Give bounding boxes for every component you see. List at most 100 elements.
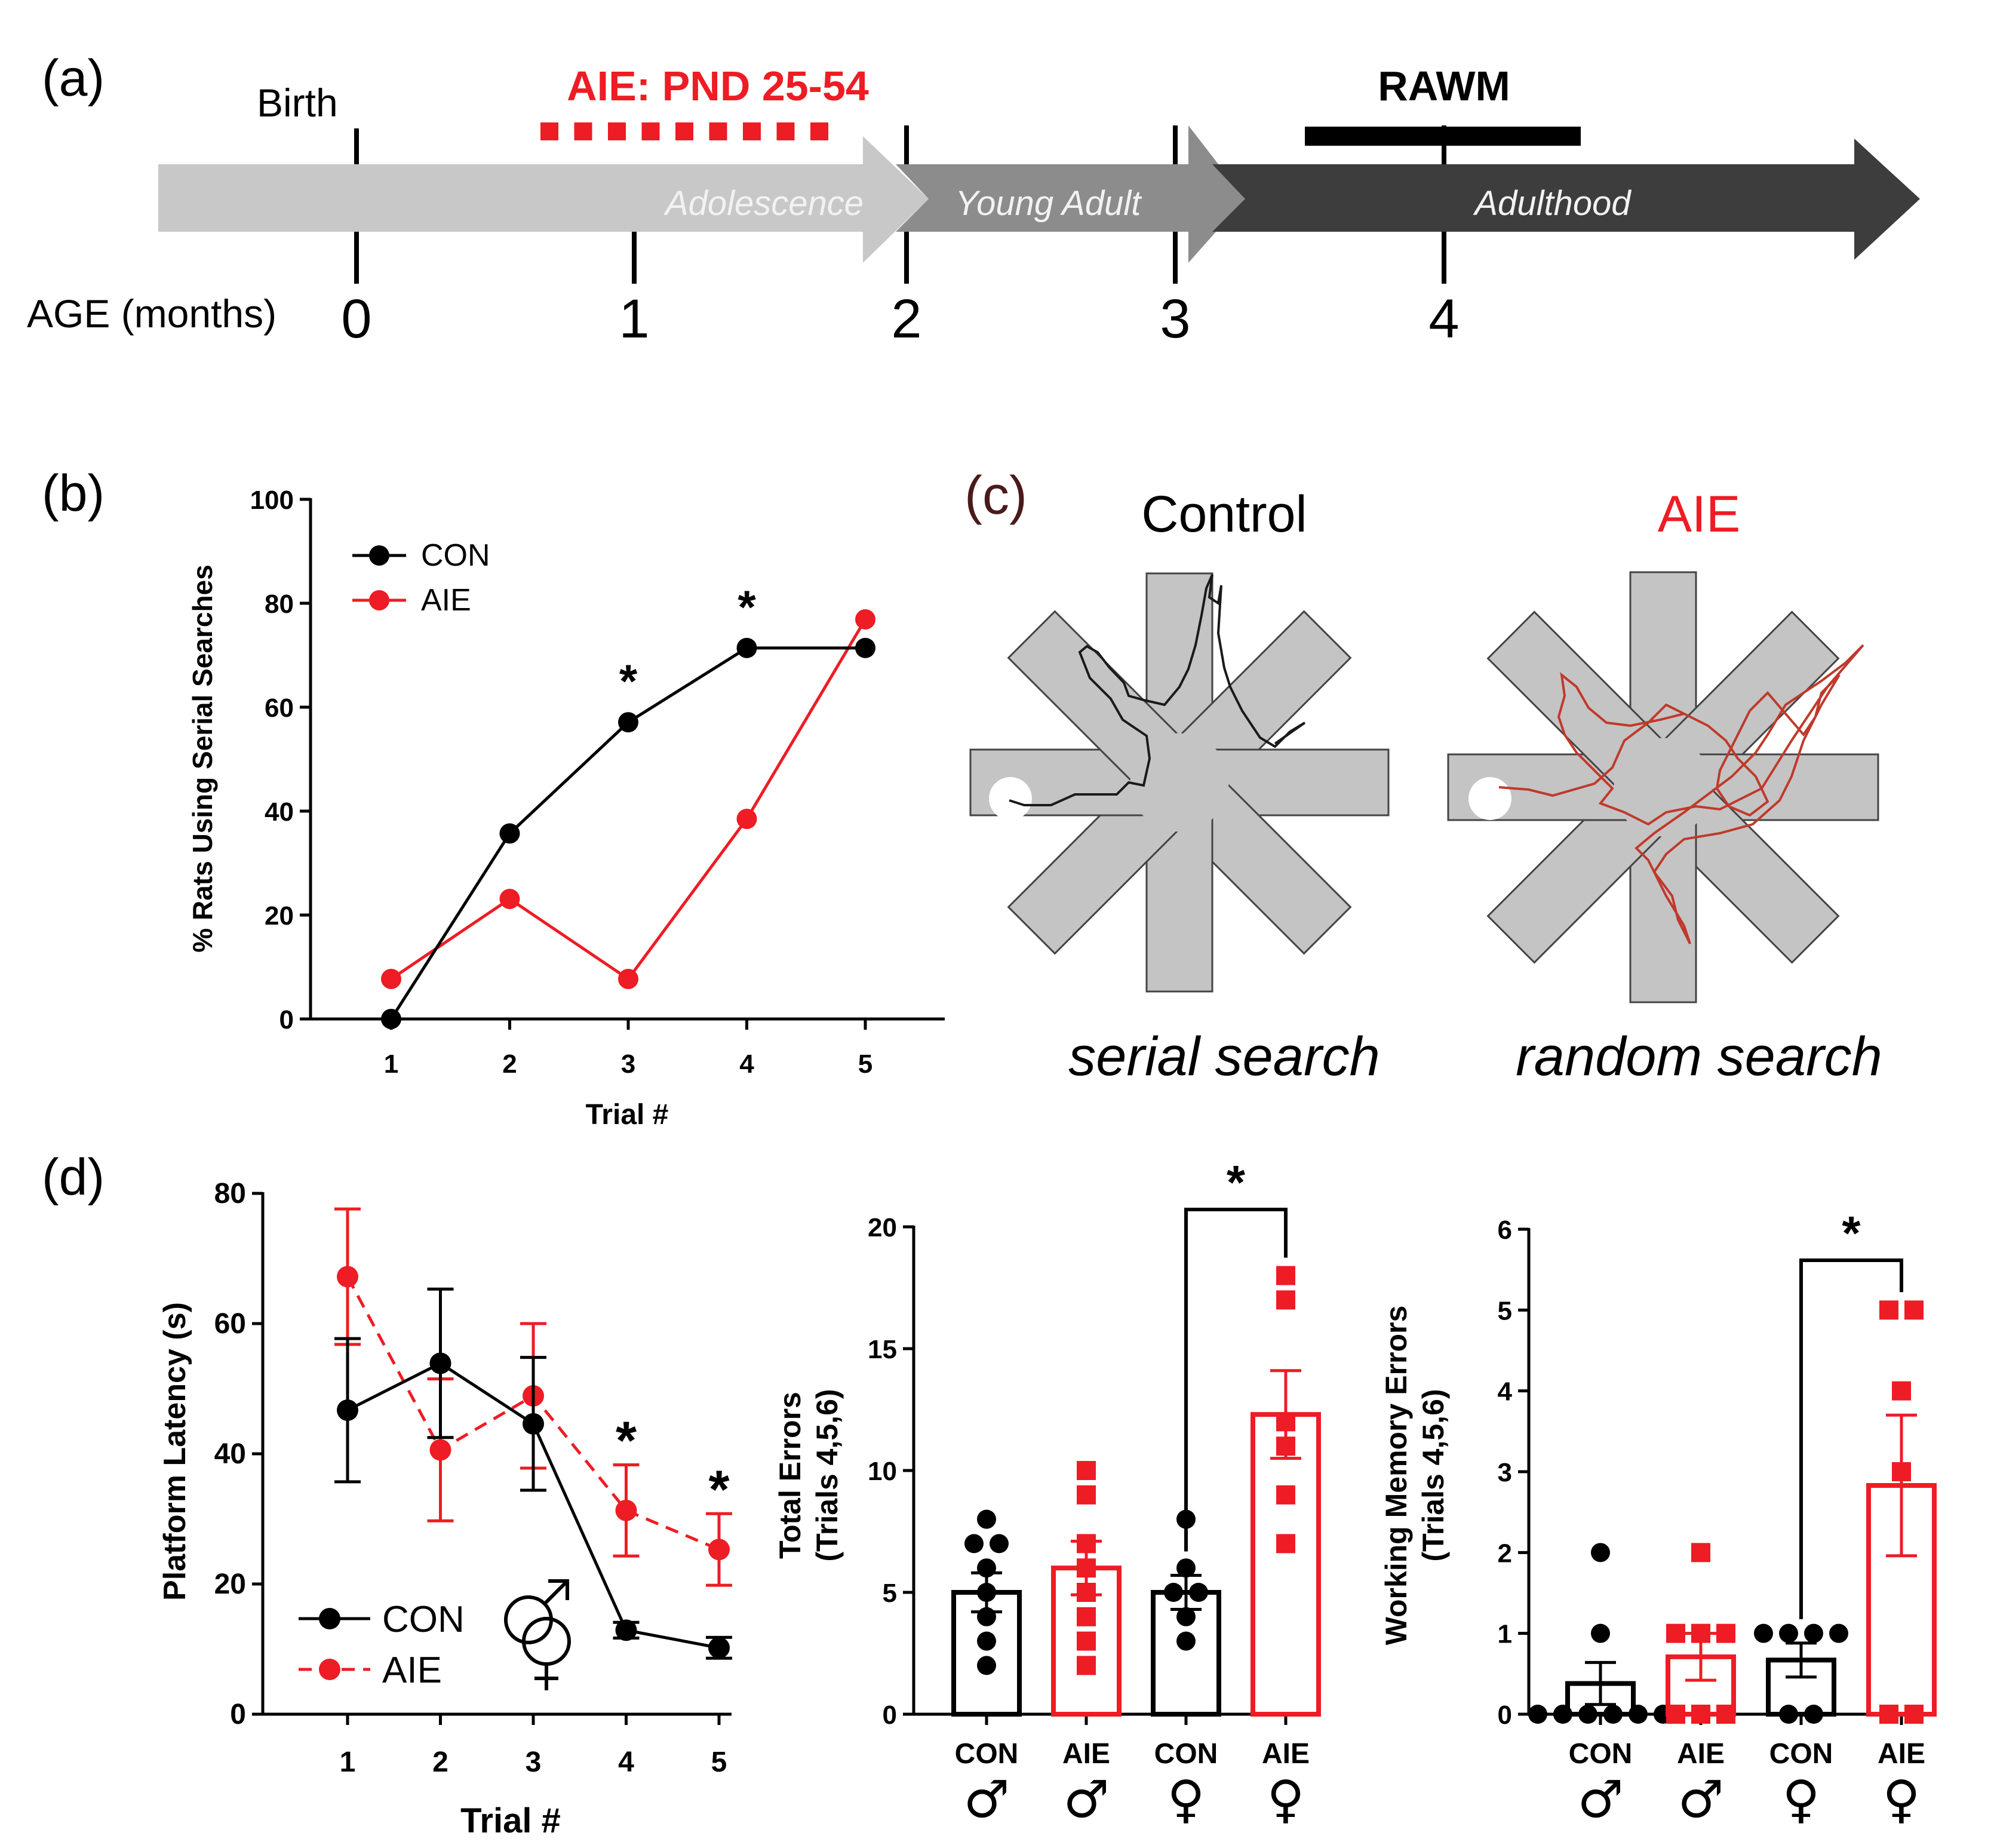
b-significance-star: * [738,581,756,633]
bar-point-con-0 [977,1583,996,1602]
0-ytick-label: 40 [265,797,294,827]
2-ytick-label: 5 [883,1579,897,1608]
trace-control [1009,574,1306,806]
b-xtick-label: 2 [502,1049,517,1079]
1-ytick-label: 80 [214,1178,246,1210]
bar-point-con-0 [977,1509,996,1529]
sex-symbol-con-2: ♀ [1783,1770,1820,1829]
sex-symbol-con-2: ♀ [1167,1770,1205,1829]
b-legend-label-aie: AIE [421,583,471,618]
bar-point-aie-3 [1276,1412,1295,1432]
b-xtick-label: 4 [739,1049,754,1079]
aie-dash [608,122,626,140]
d1-point-con [615,1619,637,1641]
bar-point-con-2 [1189,1583,1208,1602]
bar-point-con-0 [1553,1705,1572,1724]
bar-point-con-0 [1591,1543,1610,1562]
y-axis-title-line: (Trials 4,5,6) [1417,1389,1450,1561]
b-legend-label-con: CON [421,538,490,573]
age-2: 2 [891,288,921,349]
panel-d-latency-chart: 0 20 40 60 80 1 2 3 4 5 Trial # Platform Latency (s… [158,1178,732,1840]
male-symbol-arrow [543,1579,569,1606]
bar-point-con-2 [1804,1705,1823,1724]
d1-significance-star: * [616,1411,637,1471]
2-ytick-label: 10 [868,1457,897,1486]
maze-control [969,572,1390,993]
0-ytick-label: 100 [250,486,294,515]
bar-point-con-0 [1591,1623,1610,1643]
aie-dash [641,122,660,140]
d1-legend-marker-aie [319,1659,340,1680]
y-axis-title-line: Total Errors [773,1392,807,1559]
bar-point-aie-1 [1077,1534,1096,1554]
platform-aie [1468,777,1511,820]
aie-dash [743,122,761,140]
rawm-bar [1305,127,1581,146]
aie-period-bar [540,122,828,140]
bar-point-aie-1 [1666,1623,1685,1643]
male-symbol-arrowhead [548,1579,569,1600]
bar-point-aie-1 [1077,1485,1096,1505]
3-ytick-label: 4 [1498,1377,1513,1407]
bar-point-aie-1 [1691,1705,1710,1724]
0-ytick-label: 0 [279,1005,294,1034]
bar-label-aie-3: AIE [1262,1738,1310,1770]
d1-significance-star: * [708,1460,729,1519]
b-point-aie [736,809,757,830]
1-ytick-label: 60 [214,1308,246,1340]
d1-point-aie [337,1266,358,1288]
significance-bracket [1184,1208,1288,1552]
d1-point-aie [615,1499,637,1521]
bar-point-con-0 [1578,1705,1597,1724]
bar-point-aie-1 [1716,1623,1735,1643]
bar-point-con-0 [1629,1705,1648,1724]
bar-label-con-0: CON [955,1738,1019,1770]
aie-caption: random search [1516,1026,1882,1087]
0-ytick-label: 80 [265,590,294,619]
bar-point-con-0 [977,1558,996,1578]
bar-point-con-0 [1528,1705,1547,1724]
bar-point-con-2 [1176,1631,1196,1651]
bar-point-aie-3 [1276,1534,1295,1554]
bar-point-aie-3 [1879,1705,1898,1724]
b-point-con [381,1009,401,1029]
bar-point-aie-1 [1077,1583,1096,1602]
b-point-aie [499,889,520,910]
bar-point-con-0 [977,1656,996,1675]
sex-symbol-aie-1: ♂ [1677,1770,1723,1829]
bar-point-aie-1 [1077,1656,1096,1675]
aie-dash [540,122,558,140]
panel-c-label: (c) [964,466,1027,526]
d1-xtick-label: 3 [526,1746,542,1778]
age-3: 3 [1160,288,1190,349]
bar-point-con-2 [1829,1623,1848,1643]
bar-point-con-2 [1779,1623,1798,1643]
2-ytick-label: 20 [868,1213,897,1242]
bar-point-aie-3 [1904,1300,1924,1320]
d1-point-con [708,1637,730,1659]
d1-point-con [337,1399,358,1421]
adulthood-arrow [1212,139,1920,260]
b-point-con [618,712,638,733]
bar-point-aie-1 [1077,1461,1096,1480]
3-ytick-label: 6 [1498,1215,1512,1245]
aie-dash [709,122,727,140]
bar-label-con-0: CON [1569,1738,1633,1770]
platform-control [989,777,1032,820]
age-0: 0 [341,288,371,349]
b-point-con [736,637,757,658]
b-point-aie [618,969,638,990]
bar-point-aie-3 [1276,1266,1295,1285]
bar-point-con-2 [1164,1583,1183,1602]
b-point-aie [855,609,875,630]
birth-label: Birth [257,81,338,125]
bar-point-con-0 [977,1607,996,1626]
control-title: Control [1141,486,1307,543]
bar-point-aie-3 [1904,1705,1924,1724]
b-x-axis-title: Trial # [586,1099,669,1131]
d1-point-aie [708,1539,730,1561]
panel-b-chart: (b) 0 20 40 60 80 100 1 2 3 4 5 Trial # % Rats Using… [42,465,945,1131]
